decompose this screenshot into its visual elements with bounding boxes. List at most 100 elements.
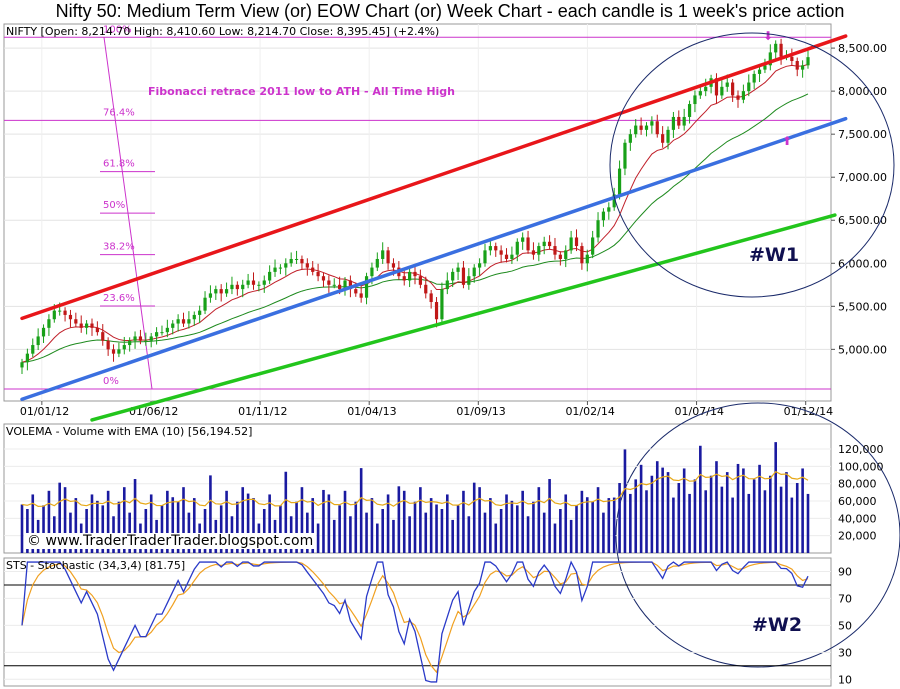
fib-label: 61.8% [103, 159, 135, 170]
price-candle [413, 271, 417, 277]
volume-bar [149, 494, 153, 553]
highlight-ellipse-w2 [615, 402, 900, 668]
volume-bar [20, 504, 24, 553]
volume-bar [736, 463, 740, 553]
volume-bar [483, 512, 487, 553]
price-candle [235, 284, 239, 290]
volume-bar [365, 512, 368, 553]
wave-label-w1: #W1 [749, 244, 800, 266]
volume-bar [795, 483, 799, 553]
price-candle [128, 340, 132, 346]
volume-bar [316, 523, 320, 553]
price-candle [52, 310, 56, 320]
volume-bar [63, 487, 67, 553]
volume-bar [446, 494, 449, 553]
volume-bar [311, 498, 315, 553]
price-candle [321, 276, 326, 281]
price-candle [774, 43, 778, 53]
volume-bar [779, 486, 783, 553]
price-candle [698, 91, 702, 96]
price-panel-label: NIFTY [Open: 8,214.70 High: 8,410.60 Low… [6, 25, 440, 38]
volume-bar [602, 512, 605, 553]
volume-bar [515, 505, 519, 553]
price-candle [354, 289, 358, 294]
price-candle [327, 280, 331, 285]
price-candle [375, 258, 379, 268]
volume-bar [354, 501, 358, 553]
price-candle [160, 332, 164, 334]
volume-bar [607, 498, 611, 553]
price-candle [20, 362, 24, 368]
volume-bar [752, 479, 756, 553]
stoch-y-tick-label: 30 [838, 646, 852, 659]
price-candle [79, 323, 83, 328]
price-candle [714, 78, 719, 96]
volume-bar [435, 504, 438, 553]
price-candle [537, 246, 541, 255]
fib-label: 38.2% [103, 242, 135, 253]
price-candle [521, 237, 525, 242]
price-candle [58, 310, 62, 312]
volume-bar [268, 494, 271, 553]
price-candle [370, 267, 374, 277]
price-candle [262, 280, 266, 285]
volume-bar [489, 498, 492, 553]
price-candle [300, 258, 304, 264]
price-x-tick-label: 01/02/14 [565, 405, 614, 418]
volume-bar [542, 512, 546, 553]
volume-bar [645, 490, 648, 553]
price-candle [47, 319, 51, 328]
volume-bar [472, 482, 476, 553]
volume-y-tick-label: 100,000 [838, 460, 884, 473]
price-candle [278, 267, 283, 269]
price-candle [720, 86, 724, 96]
price-candle [154, 332, 159, 337]
price-candle [591, 237, 595, 255]
fib-label: 50% [103, 200, 125, 211]
volume-bar [747, 493, 751, 553]
price-candle [682, 116, 686, 126]
price-candle [251, 280, 256, 285]
price-candle [230, 284, 234, 290]
fib-label: 76.4% [103, 107, 135, 118]
volume-bar [505, 494, 508, 553]
volume-bar [467, 516, 471, 553]
price-candle [601, 211, 606, 221]
price-candle [661, 134, 665, 143]
stoch-y-tick-label: 10 [838, 673, 852, 686]
price-candle [85, 323, 89, 328]
price-candle [359, 293, 363, 298]
volume-bar [440, 508, 444, 553]
price-candle [187, 319, 191, 324]
volume-ema-line [21, 470, 809, 507]
volume-bar [343, 490, 347, 553]
volume-bar [96, 500, 99, 553]
highlight-ellipse-w1 [609, 32, 895, 298]
price-candle [241, 284, 245, 290]
volume-bar [548, 479, 551, 553]
volume-bar [510, 500, 514, 553]
volume-bar [731, 497, 734, 553]
channel-line-blue [20, 116, 848, 402]
volume-bar [262, 508, 266, 553]
price-candle [741, 91, 745, 100]
price-candle [526, 237, 530, 251]
fib-label: 0% [103, 376, 119, 387]
price-x-tick-label: 01/01/12 [20, 405, 69, 418]
price-candle [101, 332, 105, 341]
price-candle [623, 142, 627, 169]
volume-bar [655, 461, 659, 553]
price-candle [531, 250, 536, 255]
volume-bar [225, 490, 228, 553]
volume-y-tick-label: 40,000 [838, 512, 877, 525]
price-candle [504, 254, 509, 259]
price-candle [547, 241, 552, 247]
price-candle [171, 323, 175, 328]
volume-bar [236, 501, 239, 553]
price-candle [757, 69, 762, 74]
price-candle [332, 284, 336, 286]
volume-bar [279, 505, 282, 553]
watermark: © www.TraderTraderTrader.blogspot.com [24, 533, 317, 549]
volume-bar [532, 501, 535, 553]
price-candle [451, 271, 455, 281]
